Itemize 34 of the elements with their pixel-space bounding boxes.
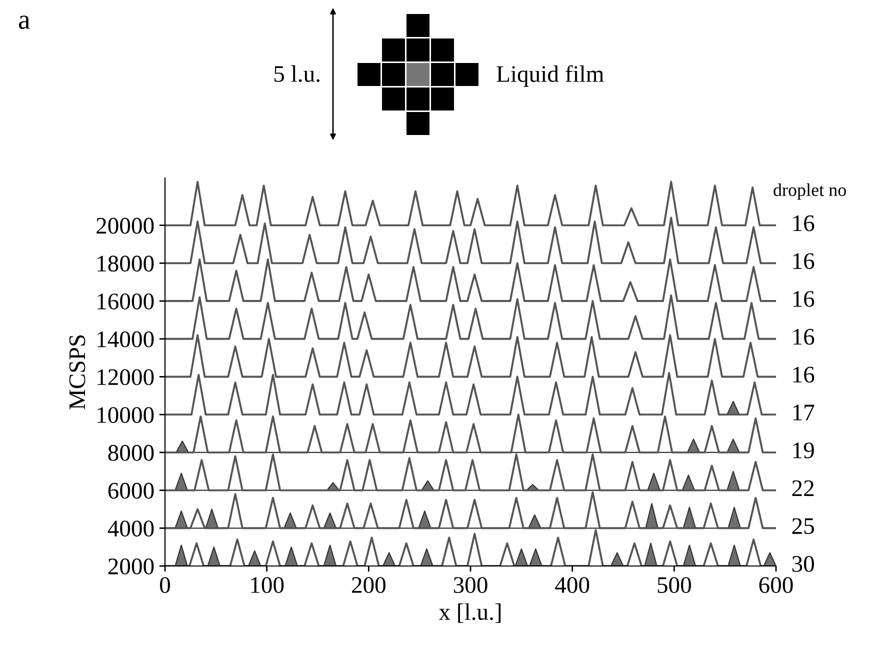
x-tick-label: 200 — [352, 577, 386, 594]
x-tick-label: 400 — [555, 577, 590, 594]
x-tick-label: 0 — [160, 577, 170, 594]
y-tick-label: 2000 — [108, 558, 154, 574]
y-tick-label: 8000 — [108, 444, 154, 461]
y-tick-label: 16000 — [98, 294, 154, 310]
y-tick-label: 6000 — [108, 482, 154, 499]
series-label: 16 — [793, 328, 814, 345]
y-tick-label: 20000 — [96, 218, 154, 234]
y-tick-label: 14000 — [98, 331, 154, 348]
text: a — [18, 16, 30, 29]
text: Liquid film — [496, 65, 604, 87]
series-label: 16 — [793, 253, 814, 270]
series-label: 19 — [793, 442, 814, 458]
x-tick-label: 100 — [251, 577, 284, 594]
series-label: 16 — [793, 291, 814, 307]
y-axis-title: MCSPS — [69, 335, 86, 410]
line-series — [165, 414, 776, 454]
y-tick-label: 10000 — [98, 407, 154, 424]
y-tick-label: 18000 — [98, 256, 154, 272]
text: 5 l.u. — [274, 65, 320, 82]
x-tick-label: 500 — [658, 577, 691, 594]
x-tick-label: 600 — [759, 577, 793, 594]
series-label: 22 — [792, 480, 814, 496]
series-label: 16 — [793, 215, 814, 232]
y-tick-label: 12000 — [98, 369, 154, 386]
series-label: 17 — [793, 404, 814, 420]
series-label: 16 — [793, 366, 814, 383]
x-axis-title: x [l.u.] — [438, 603, 501, 623]
legend-title: droplet no — [774, 183, 846, 200]
series-label: 30 — [792, 556, 814, 572]
y-tick-label: 4000 — [108, 520, 154, 537]
x-tick-label: 300 — [454, 577, 488, 594]
series-label: 25 — [792, 518, 814, 534]
